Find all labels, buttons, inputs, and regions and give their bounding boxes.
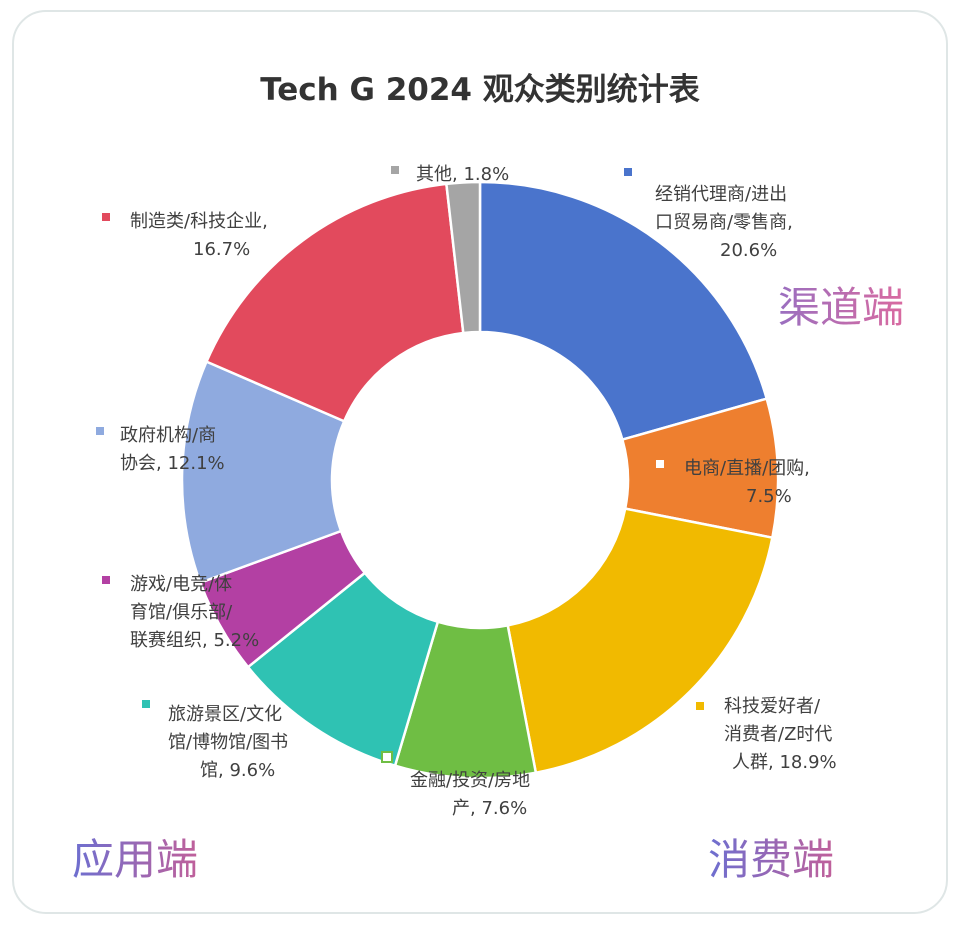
slice-label-4-line-2: 产, 7.6% bbox=[452, 798, 527, 819]
label-marker-3 bbox=[696, 702, 704, 710]
slice-label-6-line-1: 游戏/电竞/体 bbox=[130, 574, 232, 595]
group-label-channel: 渠道端 bbox=[778, 283, 904, 332]
slice-label-1-line-1: 经销代理商/进出 bbox=[655, 184, 787, 205]
label-marker-1 bbox=[624, 168, 632, 176]
slice-label-7-line-2: 协会, 12.1% bbox=[120, 453, 225, 474]
slice-label-1-line-2: 口贸易商/零售商, bbox=[655, 212, 793, 233]
group-label-application: 应用端 bbox=[72, 835, 198, 884]
slice-label-2-line-1: 电商/直播/团购, bbox=[684, 458, 810, 479]
chart-title: Tech G 2024 观众类别统计表 bbox=[260, 72, 700, 108]
donut-slices bbox=[180, 180, 780, 780]
slice-label-3-line-3: 人群, 18.9% bbox=[732, 752, 837, 773]
slice-label-9-line-1: 其他, 1.8% bbox=[416, 164, 509, 185]
label-marker-7 bbox=[96, 427, 104, 435]
slice-8 bbox=[204, 182, 465, 423]
label-marker-5 bbox=[142, 700, 150, 708]
slice-label-4-line-1: 金融/投资/房地 bbox=[410, 770, 530, 791]
group-label-consumer: 消费端 bbox=[708, 835, 834, 884]
slice-label-1-line-3: 20.6% bbox=[720, 240, 777, 261]
slice-label-2-line-2: 7.5% bbox=[746, 486, 792, 507]
slice-3 bbox=[506, 507, 774, 775]
slice-1 bbox=[478, 180, 769, 442]
slice-label-8-line-2: 16.7% bbox=[193, 239, 250, 260]
label-marker-6 bbox=[102, 576, 110, 584]
slice-label-5-line-3: 馆, 9.6% bbox=[200, 760, 275, 781]
label-marker-8 bbox=[102, 213, 110, 221]
slice-label-5-line-2: 馆/博物馆/图书 bbox=[168, 732, 288, 753]
label-marker-4 bbox=[381, 751, 393, 763]
slice-label-6-line-3: 联赛组织, 5.2% bbox=[130, 630, 259, 651]
slice-label-3-line-1: 科技爱好者/ bbox=[724, 696, 821, 717]
slice-label-3-line-2: 消费者/Z时代 bbox=[724, 724, 832, 745]
label-marker-2 bbox=[654, 458, 666, 470]
slice-label-5-line-1: 旅游景区/文化 bbox=[168, 704, 282, 725]
slice-label-8-line-1: 制造类/科技企业, bbox=[130, 211, 268, 232]
slice-label-7-line-1: 政府机构/商 bbox=[120, 425, 216, 446]
slice-9 bbox=[444, 180, 482, 335]
label-marker-9 bbox=[391, 166, 399, 174]
slice-label-6-line-2: 育馆/俱乐部/ bbox=[130, 602, 233, 623]
